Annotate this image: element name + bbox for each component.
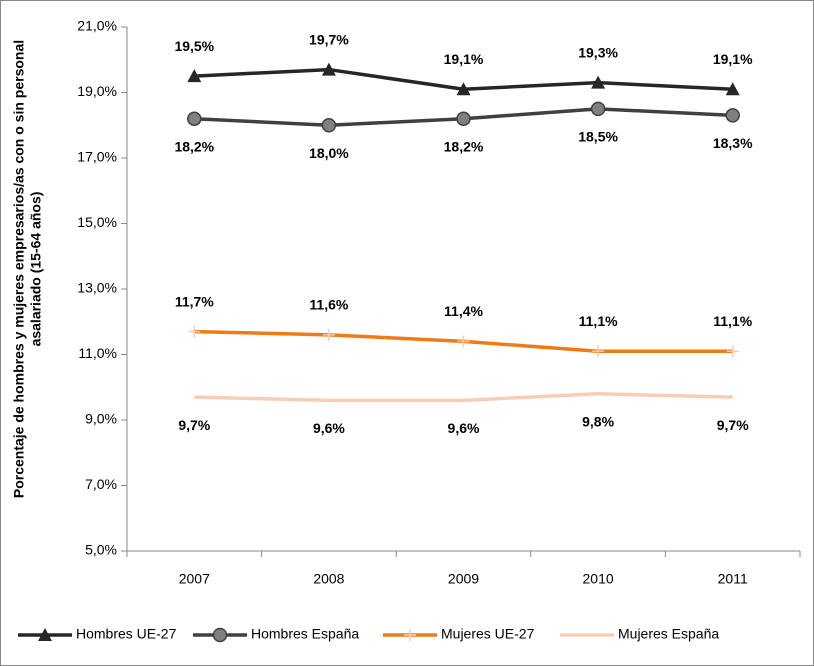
data-label: 18,2% [174,138,214,154]
legend-marker [38,628,52,641]
data-label: 19,7% [309,31,349,47]
point-marker [725,82,740,96]
data-label: 9,8% [582,414,614,430]
point-marker [456,111,471,126]
data-label: 11,1% [579,313,618,329]
legend-label: Hombres España [251,626,359,642]
data-label: 18,0% [309,145,349,161]
series-line [194,392,733,403]
y-tick-label: 19,0% [77,83,117,99]
data-label: 19,1% [444,51,484,67]
data-label: 11,7% [175,293,214,309]
y-tick-label: 21,0% [77,18,117,34]
point-marker [592,345,605,358]
data-label: 19,5% [174,38,214,54]
data-label: 9,7% [178,417,210,433]
x-tick-label: 2008 [313,571,344,587]
data-label: 9,6% [448,420,480,436]
point-marker [322,328,335,341]
y-tick-label: 17,0% [77,149,117,165]
data-label: 9,6% [313,420,345,436]
point-marker [457,335,470,348]
data-label: 9,7% [717,417,749,433]
legend-marker [212,627,228,643]
legend-label: Hombres UE-27 [76,626,177,642]
data-label: 11,1% [713,313,752,329]
point-marker [456,82,471,96]
legend-marker [404,629,416,641]
point-marker [187,69,202,83]
legend-label: Mujeres UE-27 [441,626,535,642]
data-label: 18,5% [578,129,618,145]
point-marker [321,118,337,133]
x-tick-label: 2009 [448,571,479,587]
y-axis-label: asalariado (15-64 años) [28,192,44,347]
y-tick-label: 9,0% [85,411,117,427]
x-tick-label: 2010 [583,571,614,587]
y-tick-label: 13,0% [77,280,117,296]
x-tick-label: 2011 [718,571,748,587]
data-label: 11,4% [444,303,483,319]
legend-label: Mujeres España [618,626,719,642]
point-marker [726,345,739,358]
data-label: 19,3% [578,44,618,60]
data-label: 18,2% [444,138,484,154]
point-marker [187,111,202,126]
y-tick-label: 5,0% [85,542,117,558]
point-marker [725,108,740,123]
point-marker [590,101,606,117]
point-marker [188,325,201,338]
y-axis-label: Porcentaje de hombres y mujeres empresar… [11,40,27,498]
point-marker [321,62,336,76]
point-marker [591,75,606,89]
y-tick-label: 11,0% [78,345,117,361]
data-label: 19,1% [713,51,753,67]
y-tick-label: 15,0% [77,214,117,230]
data-label: 18,3% [713,135,753,151]
x-tick-label: 2007 [179,571,210,587]
y-tick-label: 7,0% [85,476,117,492]
data-label: 11,6% [309,297,348,313]
